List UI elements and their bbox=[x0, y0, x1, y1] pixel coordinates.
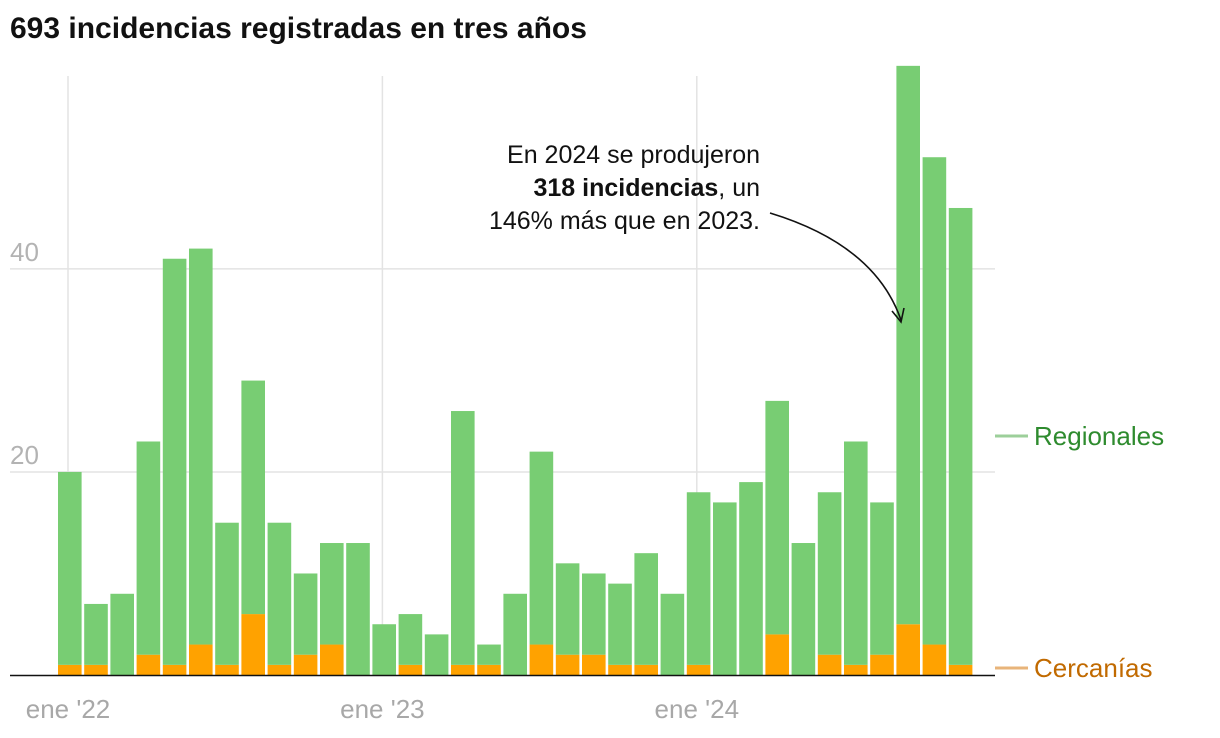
annotation-line-3: 146% más que en 2023. bbox=[489, 207, 760, 235]
bar-regionales-7 bbox=[215, 522, 239, 665]
bar-regionales-21 bbox=[582, 573, 606, 655]
bar-cercanias-16 bbox=[451, 664, 475, 675]
bar-regionales-26 bbox=[713, 502, 737, 675]
bar-regionales-25 bbox=[686, 492, 711, 665]
x-ticks: ene '22 ene '23 ene '24 bbox=[26, 694, 739, 724]
annotation-line-2: 318 incidencias, un bbox=[533, 174, 760, 202]
bar-cercanias-4 bbox=[136, 654, 161, 675]
bar-regionales-31 bbox=[844, 441, 868, 665]
bar-regionales-29 bbox=[791, 543, 816, 675]
bar-regionales-9 bbox=[267, 522, 292, 665]
bar-cercanias-8 bbox=[241, 614, 265, 675]
legend-regionales: Regionales bbox=[995, 421, 1164, 451]
bar-cercanias-35 bbox=[948, 664, 973, 675]
bar-cercanias-30 bbox=[817, 654, 842, 675]
bar-regionales-17 bbox=[477, 644, 501, 665]
bar-regionales-34 bbox=[922, 157, 947, 645]
annotation-arrow bbox=[769, 212, 902, 321]
bar-cercanias-21 bbox=[582, 654, 606, 675]
bar-regionales-33 bbox=[896, 65, 920, 625]
bar-regionales-10 bbox=[293, 573, 318, 655]
annotation-line-1: En 2024 se produjeron bbox=[507, 141, 760, 169]
bar-cercanias-32 bbox=[870, 654, 894, 675]
bar-cercanias-17 bbox=[477, 664, 501, 675]
bar-regionales-3 bbox=[110, 593, 134, 675]
bar-cercanias-6 bbox=[189, 644, 213, 675]
bar-regionales-28 bbox=[765, 400, 789, 635]
bar-regionales-24 bbox=[660, 593, 685, 675]
bar-regionales-12 bbox=[346, 543, 370, 675]
bar-cercanias-11 bbox=[320, 644, 344, 675]
bar-cercanias-33 bbox=[896, 624, 920, 675]
bar-cercanias-9 bbox=[267, 664, 292, 675]
bar-regionales-6 bbox=[189, 248, 213, 645]
bar-cercanias-34 bbox=[922, 644, 947, 675]
bar-regionales-5 bbox=[162, 258, 187, 665]
bar-cercanias-22 bbox=[608, 664, 632, 675]
chart-title: 693 incidencias registradas en tres años bbox=[10, 12, 587, 45]
legend-regionales-label: Regionales bbox=[1034, 421, 1164, 451]
y-tick-label-1: 20 bbox=[10, 440, 39, 470]
bar-cercanias-31 bbox=[844, 664, 868, 675]
legend-cercanias: Cercanías bbox=[995, 653, 1153, 683]
bar-regionales-19 bbox=[529, 451, 554, 645]
bar-regionales-20 bbox=[555, 563, 580, 655]
bars bbox=[58, 65, 973, 675]
bar-cercanias-23 bbox=[634, 664, 658, 675]
annotation-arrowhead bbox=[891, 307, 905, 324]
annotation-rest: , un bbox=[718, 174, 760, 202]
bar-cercanias-25 bbox=[686, 664, 711, 675]
x-tick-label-1: ene '22 bbox=[26, 694, 111, 724]
x-tick-label-2: ene '23 bbox=[340, 694, 425, 724]
annotation-bold: 318 incidencias bbox=[533, 174, 718, 202]
x-tick-label-3: ene '24 bbox=[655, 694, 740, 724]
bar-regionales-13 bbox=[372, 624, 396, 675]
bar-cercanias-1 bbox=[58, 664, 82, 675]
bar-cercanias-5 bbox=[162, 664, 187, 675]
bar-regionales-1 bbox=[58, 471, 82, 665]
bar-regionales-4 bbox=[136, 441, 161, 655]
bar-cercanias-10 bbox=[293, 654, 318, 675]
bar-regionales-8 bbox=[241, 380, 265, 615]
bar-regionales-16 bbox=[451, 411, 475, 665]
bar-regionales-18 bbox=[503, 593, 527, 675]
bar-cercanias-14 bbox=[398, 664, 423, 675]
bar-cercanias-2 bbox=[84, 664, 108, 675]
annotation: En 2024 se produjeron 318 incidencias, u… bbox=[489, 141, 905, 324]
bar-regionales-30 bbox=[817, 492, 842, 655]
bar-cercanias-20 bbox=[555, 654, 580, 675]
legend-cercanias-label: Cercanías bbox=[1034, 653, 1153, 683]
bar-regionales-14 bbox=[398, 614, 423, 665]
bar-regionales-32 bbox=[870, 502, 894, 655]
bar-cercanias-28 bbox=[765, 634, 789, 675]
bar-cercanias-19 bbox=[529, 644, 554, 675]
bar-regionales-23 bbox=[634, 553, 658, 665]
bar-regionales-35 bbox=[948, 207, 973, 665]
bar-regionales-2 bbox=[84, 603, 108, 665]
y-tick-label-2: 40 bbox=[10, 237, 39, 267]
bar-regionales-27 bbox=[739, 482, 763, 675]
bar-regionales-15 bbox=[424, 634, 449, 675]
bar-regionales-22 bbox=[608, 583, 632, 665]
bar-regionales-11 bbox=[320, 543, 344, 645]
bar-cercanias-7 bbox=[215, 664, 239, 675]
